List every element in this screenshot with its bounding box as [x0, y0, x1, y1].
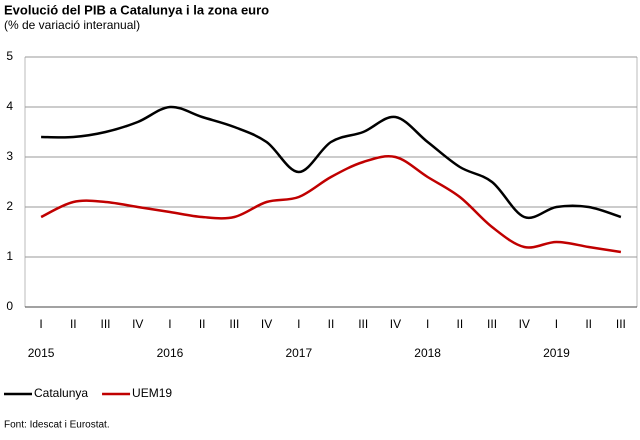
x-tick-label: III [101, 317, 111, 331]
x-tick-label: I [297, 317, 300, 331]
y-tick-label: 4 [6, 99, 13, 113]
x-tick-label: III [616, 317, 626, 331]
year-label: 2019 [543, 346, 570, 360]
x-tick-label: II [328, 317, 335, 331]
chart-title: Evolució del PIB a Catalunya i la zona e… [4, 2, 269, 17]
y-tick-label: 0 [6, 299, 13, 313]
series-line [41, 105, 622, 220]
x-tick-label: I [168, 317, 171, 331]
y-tick-label: 1 [6, 249, 13, 263]
x-tick-label: III [487, 317, 497, 331]
x-tick-label: IV [519, 317, 530, 331]
x-tick-label: II [70, 317, 77, 331]
x-tick-label: I [426, 317, 429, 331]
y-tick-label: 3 [6, 149, 13, 163]
x-tick-label: II [199, 317, 206, 331]
source: Font: Idescat i Eurostat. [4, 420, 110, 431]
x-tick-label: II [457, 317, 464, 331]
year-label: 2015 [28, 346, 55, 360]
chart-subtitle: (% de variació interanual) [4, 18, 140, 32]
legend-label: Catalunya [34, 386, 88, 400]
x-tick-label: IV [390, 317, 401, 331]
x-tick-label: II [585, 317, 592, 331]
legend-label: UEM19 [132, 386, 172, 400]
x-tick-label: III [358, 317, 368, 331]
x-tick-label: III [229, 317, 239, 331]
y-tick-label: 5 [6, 49, 13, 63]
x-tick-label: IV [132, 317, 143, 331]
x-tick-label: IV [261, 317, 272, 331]
series-line [40, 155, 622, 254]
year-label: 2018 [414, 346, 441, 360]
y-tick-label: 2 [6, 199, 13, 213]
x-tick-label: I [39, 317, 42, 331]
year-label: 2016 [157, 346, 184, 360]
year-label: 2017 [285, 346, 312, 360]
x-tick-label: I [555, 317, 558, 331]
